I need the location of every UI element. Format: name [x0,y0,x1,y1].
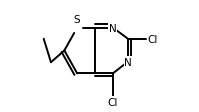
Text: Cl: Cl [108,97,118,107]
Text: N: N [109,23,117,33]
Text: S: S [74,15,80,25]
Text: N: N [124,57,132,67]
Text: Cl: Cl [147,34,158,44]
